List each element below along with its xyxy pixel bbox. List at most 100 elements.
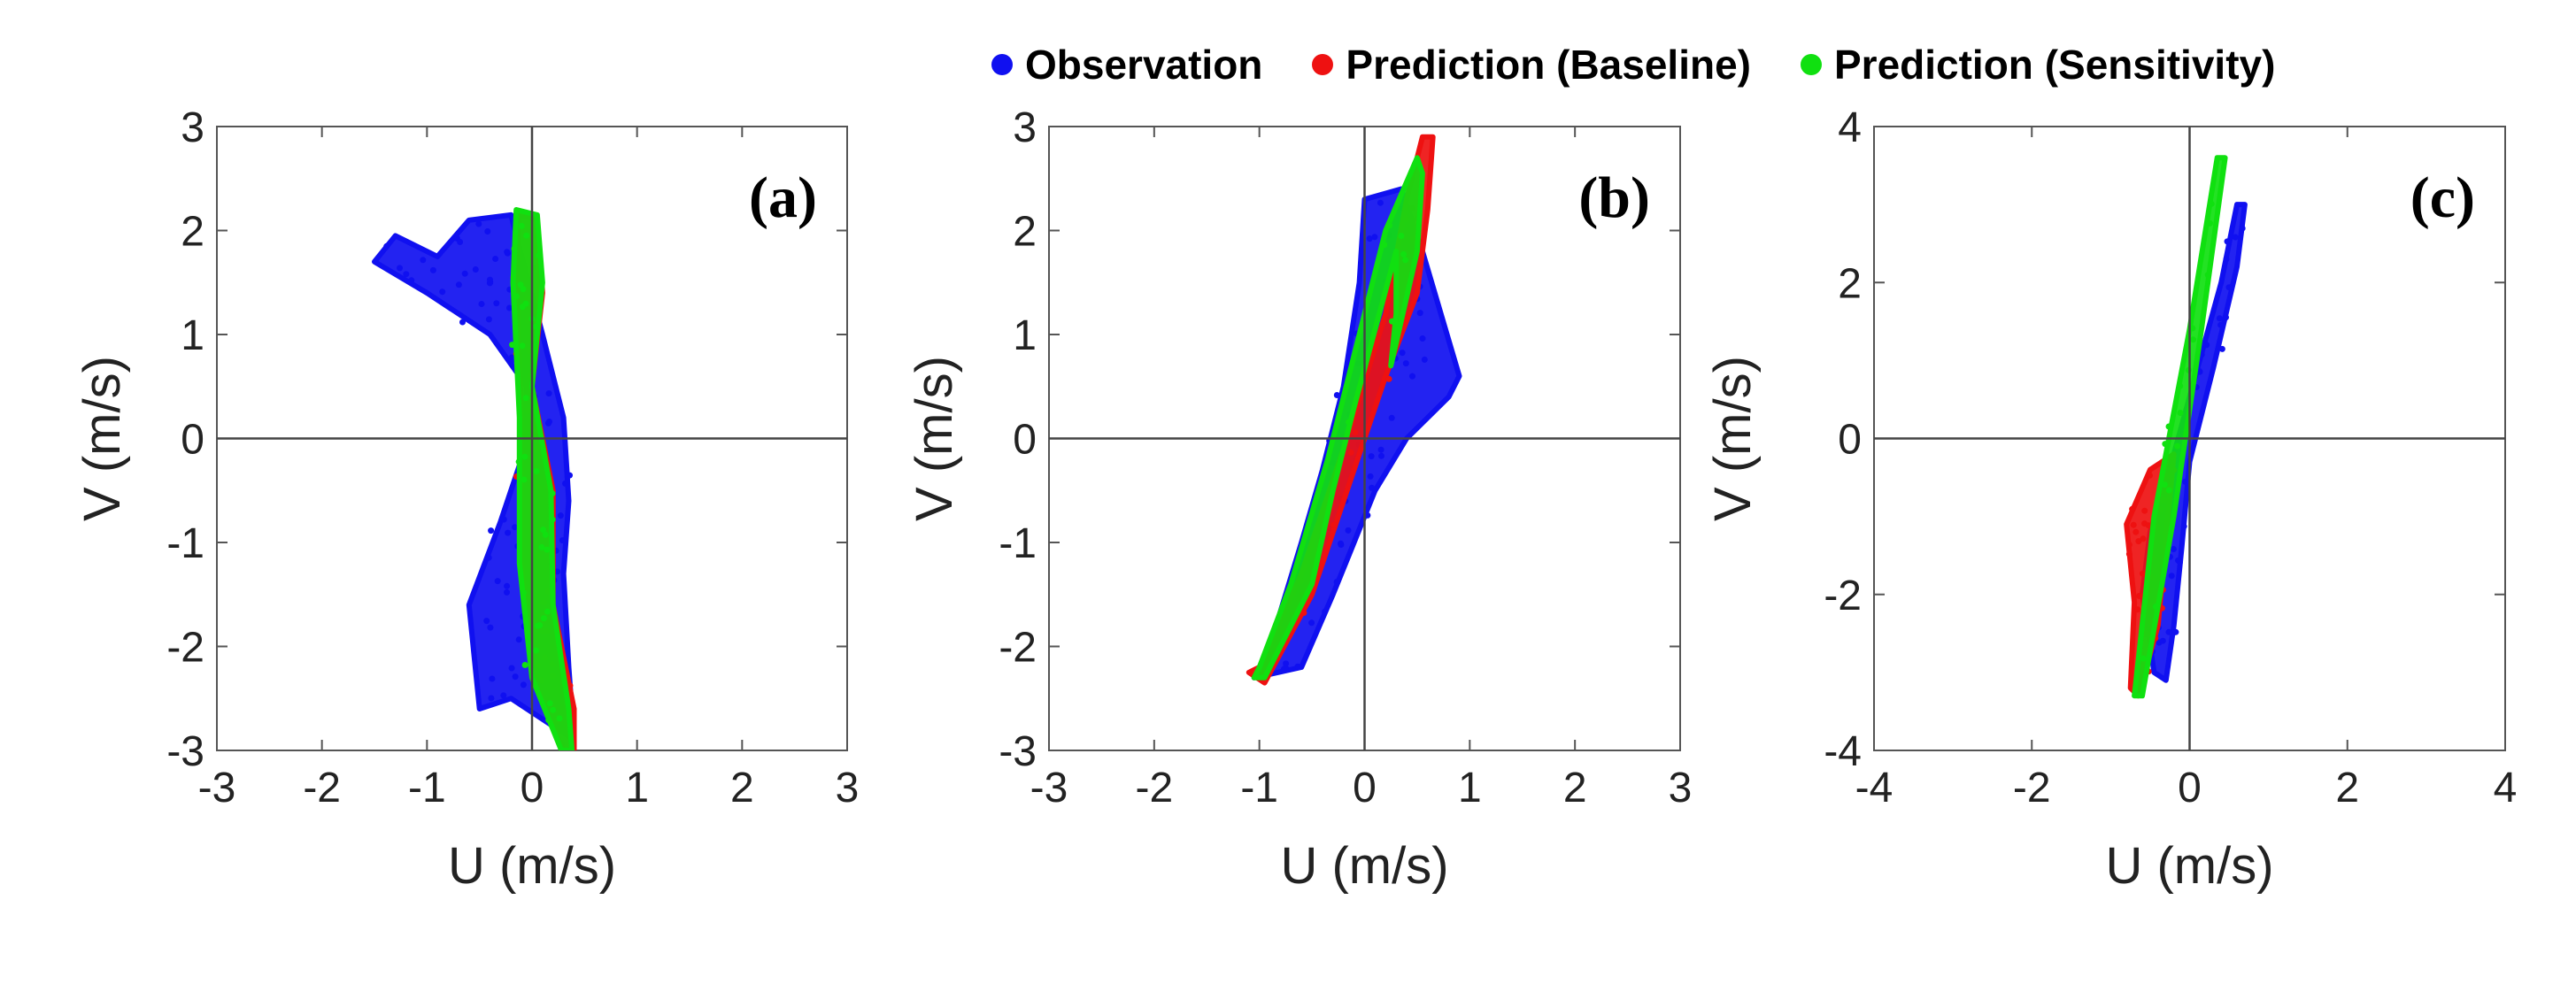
scatter-point [2170,546,2177,552]
scatter-point [1300,610,1307,616]
legend-marker-sensitivity [1800,54,1822,75]
y-tick-label: -1 [166,520,204,567]
scatter-point [546,700,553,707]
scatter-point [2216,315,2223,322]
scatter-point [549,490,556,497]
panel-label: (a) [749,165,817,230]
x-tick-label: -2 [1135,765,1173,811]
scatter-region [2132,155,2228,699]
scatter-point [488,695,495,702]
scatter-point [538,543,545,550]
y-tick-label: 0 [1013,417,1037,464]
scatter-point [554,568,561,575]
legend-item-observation: Observation [991,41,1262,88]
scatter-point [1368,453,1375,460]
y-tick-label: 2 [1838,260,1862,307]
scatter-point [475,220,482,227]
y-tick-label: -4 [1824,728,1862,775]
panel-label: (c) [2410,165,2475,230]
scatter-point [519,342,526,350]
scatter-point [509,342,516,349]
series-prediction-sensitivity [509,207,575,750]
panel-3: -4 -2 0 2 4 -4 -2 0 2 4 (c) U (m/s) V (m/s) [1704,104,2517,895]
x-tick-label: 4 [2494,765,2518,811]
scatter-point [1352,429,1359,436]
y-tick-label: 3 [1013,104,1037,151]
scatter-point [520,286,527,293]
scatter-point [397,265,403,272]
legend-marker-observation [991,54,1013,75]
scatter-point [512,673,519,681]
scatter-point [1378,452,1384,459]
scatter-point [1345,527,1352,534]
y-tick-label: -3 [166,728,204,775]
scatter-point [2159,637,2166,644]
scatter-point [2177,410,2184,416]
scatter-point [455,281,462,288]
y-axis-label: V (m/s) [1704,356,1762,521]
scatter-point [532,323,539,330]
scatter-point [1294,663,1301,670]
scatter-point [408,277,415,284]
x-tick-label: 2 [1563,765,1587,811]
scatter-point [540,527,547,534]
scatter-point [2135,538,2142,545]
y-tick-label: 1 [1013,312,1037,359]
x-tick-label: -3 [198,765,236,811]
x-tick-label: 0 [521,765,544,811]
scatter-point [1377,446,1384,453]
scatter-point [1338,540,1344,547]
series-prediction-sensitivity [2132,155,2228,699]
scatter-point [492,256,499,262]
y-tick-label: 1 [181,312,204,359]
legend: Observation Prediction (Baseline) Predic… [991,34,2325,96]
scatter-point [520,681,527,688]
scatter-point [2141,507,2148,514]
scatter-point [2145,522,2152,529]
scatter-point [544,546,551,553]
scatter-point [521,476,528,483]
scatter-point [2175,557,2182,564]
scatter-point [1402,257,1408,264]
scatter-point [1308,619,1315,627]
scatter-point [483,618,490,625]
scatter-point [535,622,541,629]
scatter-point [2165,487,2172,494]
scatter-point [511,245,518,252]
scatter-point [2133,528,2140,535]
x-tick-label: 0 [2178,765,2202,811]
scatter-point [1389,318,1395,325]
scatter-point [457,239,464,245]
legend-label-baseline: Prediction (Baseline) [1346,42,1751,88]
scatter-point [508,354,515,361]
scatter-point [489,675,496,682]
legend-item-sensitivity: Prediction (Sensitivity) [1800,41,2275,88]
scatter-area [1246,134,1462,686]
x-tick-label: -2 [2013,765,2051,811]
panel-label: (b) [1578,165,1650,230]
scatter-point [1282,664,1289,671]
scatter-point [567,682,574,689]
scatter-point [506,304,513,311]
scatter-point [2203,342,2210,349]
scatter-point [2177,382,2184,389]
x-tick-label: 0 [1353,765,1377,811]
scatter-point [472,266,479,273]
scatter-point [545,717,552,724]
y-tick-label: -1 [999,520,1037,567]
scatter-point [429,266,436,273]
scatter-point [2125,550,2133,558]
x-tick-label: 2 [2335,765,2359,811]
scatter-point [485,554,492,561]
scatter-point [461,270,468,277]
scatter-point [2140,655,2147,662]
scatter-point [550,706,557,713]
scatter-point [383,242,390,250]
scatter-point [2140,570,2146,577]
scatter-point [1367,473,1374,480]
scatter-point [2174,442,2181,450]
y-axis-label: V (m/s) [906,356,963,521]
scatter-point [2232,234,2239,241]
y-tick-label: -2 [1824,573,1862,619]
